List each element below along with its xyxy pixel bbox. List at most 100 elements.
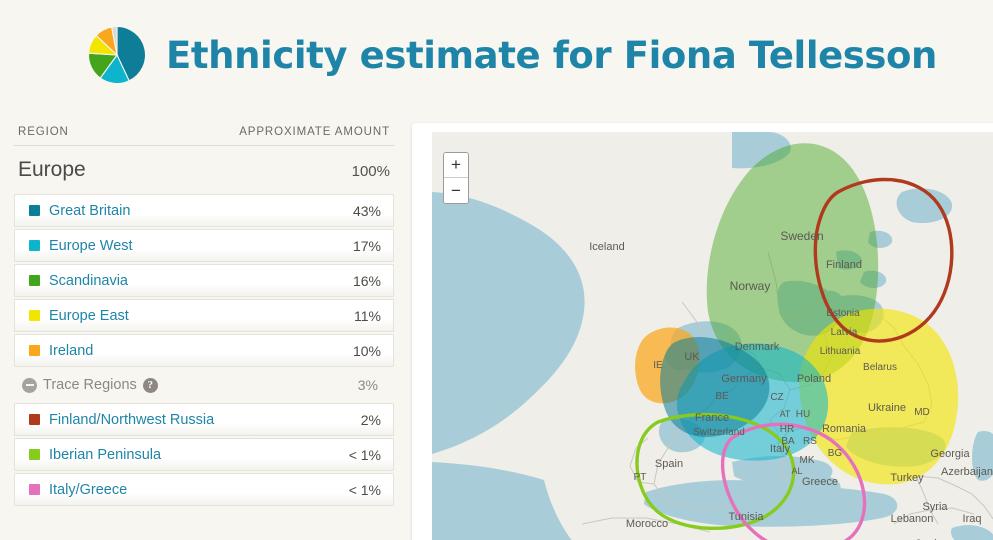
region-name[interactable]: Europe West	[49, 237, 133, 254]
map-label: France	[695, 412, 729, 424]
region-row[interactable]: Finland/Northwest Russia 2%	[14, 403, 394, 436]
summary-amount: 100%	[351, 163, 390, 180]
map-label: MK	[800, 455, 815, 466]
overlay-iberian-peninsula	[635, 412, 796, 531]
map-label: Lebanon	[891, 513, 934, 525]
region-color-swatch	[29, 345, 40, 356]
region-panel: REGION APPROXIMATE AMOUNT Europe 100% Gr…	[14, 126, 394, 506]
map-label: PT	[634, 472, 647, 483]
map-label: Iceland	[589, 241, 624, 253]
map-label: Tunisia	[728, 511, 764, 523]
region-name[interactable]: Iberian Peninsula	[49, 446, 162, 463]
trace-region-list: Finland/Northwest Russia 2% Iberian Penins…	[14, 403, 394, 506]
map-label: Sweden	[780, 229, 823, 243]
region-color-swatch	[29, 484, 40, 495]
column-headers: REGION APPROXIMATE AMOUNT	[14, 126, 394, 146]
circle-minus-icon[interactable]	[22, 377, 37, 393]
map-label: Germany	[721, 373, 767, 385]
map-label: Turkey	[890, 472, 924, 484]
pie-slice	[116, 25, 147, 82]
map-card: Iceland Norway Sweden Finland Denmark Estonia…	[412, 123, 993, 540]
overlay-great-britain	[660, 337, 770, 438]
column-header-amount: APPROXIMATE AMOUNT	[239, 126, 390, 138]
ethnicity-map[interactable]: Iceland Norway Sweden Finland Denmark Estonia…	[432, 132, 993, 540]
region-amount: < 1%	[348, 481, 381, 498]
region-row[interactable]: Iberian Peninsula < 1%	[14, 438, 394, 471]
map-label: Romania	[822, 423, 867, 435]
region-name[interactable]: Scandinavia	[49, 272, 128, 289]
region-row[interactable]: Europe East 11%	[14, 299, 394, 332]
trace-regions-amount: 3%	[357, 377, 378, 393]
question-mark-icon[interactable]: ?	[142, 377, 158, 393]
map-label: Estonia	[826, 308, 860, 319]
main-region-list: Great Britain 43% Europe West 17% Scandinavi…	[14, 194, 394, 367]
map-label: MD	[914, 407, 930, 418]
zoom-controls[interactable]: + −	[443, 152, 469, 204]
region-row[interactable]: Italy/Greece < 1%	[14, 473, 394, 506]
region-row[interactable]: Ireland 10%	[14, 334, 394, 367]
pie-chart-icon	[87, 25, 147, 85]
zoom-out-button[interactable]: −	[444, 178, 468, 203]
map-label: Lithuania	[820, 346, 861, 357]
map-viewport[interactable]: Iceland Norway Sweden Finland Denmark Estonia…	[432, 132, 993, 540]
region-name[interactable]: Italy/Greece	[49, 481, 128, 498]
pie-slice	[111, 25, 118, 56]
map-label: Poland	[797, 373, 831, 385]
map-label: Iraq	[963, 513, 982, 525]
map-label: Syria	[922, 501, 948, 513]
region-color-swatch	[29, 414, 40, 425]
map-label: Denmark	[735, 341, 780, 353]
zoom-in-button[interactable]: +	[444, 153, 468, 178]
region-amount: < 1%	[348, 446, 381, 463]
region-name[interactable]: Ireland	[49, 342, 94, 359]
region-color-swatch	[29, 449, 40, 460]
map-label: Switzerland	[693, 427, 745, 438]
region-amount: 11%	[354, 307, 381, 324]
column-header-region: REGION	[18, 126, 69, 138]
region-name[interactable]: Finland/Northwest Russia	[49, 411, 215, 428]
region-color-swatch	[29, 310, 40, 321]
region-color-swatch	[29, 275, 40, 286]
summary-label: Europe	[18, 158, 86, 181]
overlay-europe-east	[799, 308, 959, 485]
map-label: UK	[684, 351, 700, 363]
map-label: Morocco	[626, 518, 668, 530]
summary-row-europe: Europe 100%	[14, 146, 394, 194]
map-label: BE	[715, 391, 729, 402]
region-color-swatch	[29, 240, 40, 251]
map-label: BA	[781, 436, 795, 447]
map-label: Italy	[770, 443, 791, 455]
map-label: IE	[653, 360, 663, 371]
map-label: Azerbaijan	[941, 466, 993, 478]
region-amount: 2%	[360, 411, 381, 428]
map-label: AT	[780, 409, 791, 419]
overlay-italy-greece	[721, 422, 867, 540]
region-row[interactable]: Europe West 17%	[14, 229, 394, 262]
map-label: Spain	[655, 458, 683, 470]
map-label: Norway	[730, 279, 771, 293]
map-label: Belarus	[863, 362, 897, 373]
map-label: HU	[796, 409, 810, 420]
map-label: Latvia	[831, 327, 858, 338]
map-label: Jordan	[915, 538, 949, 540]
map-label: Ukraine	[868, 402, 906, 414]
region-amount: 17%	[352, 237, 381, 254]
region-name[interactable]: Great Britain	[49, 202, 131, 219]
map-label: Finland	[826, 259, 862, 271]
region-color-swatch	[29, 205, 40, 216]
trace-regions-label: Trace Regions	[43, 377, 137, 393]
region-row[interactable]: Scandinavia 16%	[14, 264, 394, 297]
region-amount: 16%	[352, 272, 381, 289]
page-header: Ethnicity estimate for Fiona Tellesson	[0, 0, 993, 110]
region-amount: 10%	[352, 342, 381, 359]
map-label: HR	[780, 424, 794, 435]
map-label: CZ	[770, 392, 783, 403]
region-row[interactable]: Great Britain 43%	[14, 194, 394, 227]
page-title: Ethnicity estimate for Fiona Tellesson	[166, 33, 937, 77]
trace-regions-header[interactable]: Trace Regions ? 3%	[14, 367, 394, 403]
map-label: BG	[828, 448, 843, 459]
map-label: AL	[791, 466, 802, 476]
region-name[interactable]: Europe East	[49, 307, 129, 324]
overlay-finland-nw-russia	[813, 177, 954, 343]
